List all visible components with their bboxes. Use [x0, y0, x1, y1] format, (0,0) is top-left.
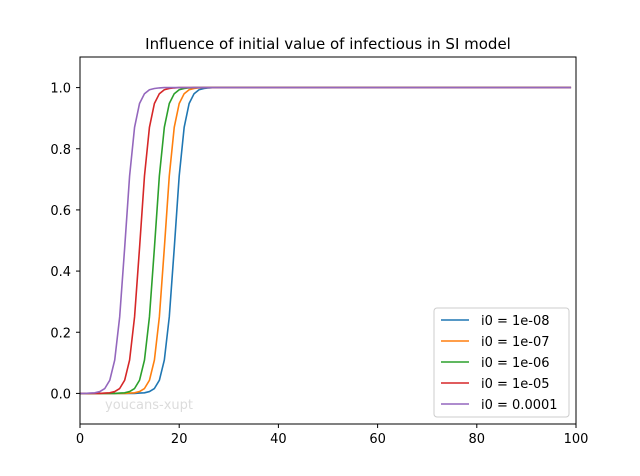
- x-tick-label: 40: [270, 432, 287, 447]
- x-tick-label: 100: [564, 432, 589, 447]
- y-tick-label: 0.6: [50, 204, 71, 219]
- x-tick-label: 20: [171, 432, 188, 447]
- y-tick-label: 0.0: [50, 387, 71, 402]
- legend-label-4: i0 = 1e-05: [481, 377, 550, 392]
- axes-frame: [79, 56, 577, 425]
- y-tick-label: 0.8: [50, 143, 71, 158]
- x-tick-label: 0: [76, 432, 84, 447]
- x-axis: 0 20 40 60 80 100: [76, 424, 589, 447]
- x-tick-label: 80: [469, 432, 486, 447]
- legend-label-2: i0 = 1e-07: [481, 335, 550, 350]
- y-tick-label: 0.4: [50, 265, 71, 280]
- legend: i0 = 1e-08 i0 = 1e-07 i0 = 1e-06 i0 = 1e-05…: [433, 307, 570, 418]
- y-axis: 0.0 0.2 0.4 0.6 0.8 1.0: [50, 82, 80, 402]
- watermark: youcans-xupt: [105, 398, 193, 413]
- y-tick-label: 0.2: [50, 326, 71, 341]
- legend-label-1: i0 = 1e-08: [481, 314, 550, 329]
- plot-area: [80, 86, 572, 395]
- chart-title: Influence of initial value of infectious…: [145, 35, 511, 53]
- legend-label-3: i0 = 1e-06: [481, 356, 550, 371]
- y-tick-label: 1.0: [50, 82, 71, 97]
- legend-label-5: i0 = 0.0001: [481, 398, 558, 413]
- legend-box: [433, 307, 570, 418]
- x-tick-label: 60: [369, 432, 386, 447]
- series-line-5: [80, 86, 572, 395]
